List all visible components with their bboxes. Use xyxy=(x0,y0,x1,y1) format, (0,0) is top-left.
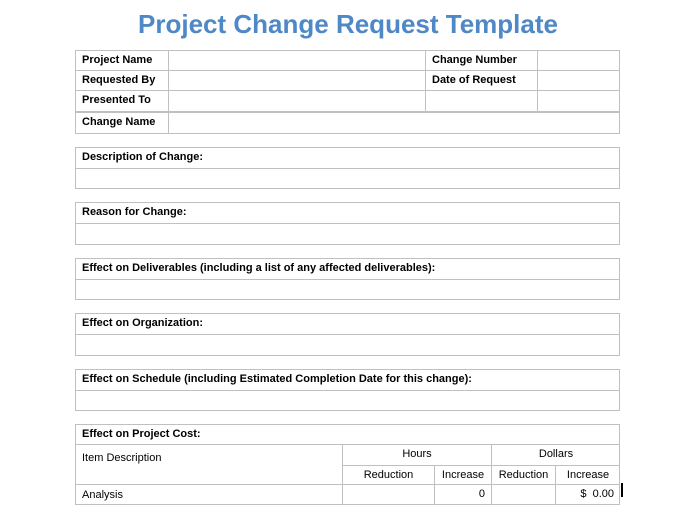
reason-section: Reason for Change: xyxy=(75,202,620,245)
cost-row-dollars-increase[interactable]: $ 0.00 xyxy=(580,488,614,500)
cost-row-hours-reduction[interactable] xyxy=(343,485,435,504)
description-field[interactable] xyxy=(76,169,619,188)
schedule-section: Effect on Schedule (including Estimated … xyxy=(75,369,620,411)
cost-row-dollars-reduction[interactable] xyxy=(492,485,556,504)
cost-heading: Effect on Project Cost: xyxy=(76,425,620,445)
change-name-label: Change Name xyxy=(76,113,169,133)
dollars-reduction-header: Reduction xyxy=(492,466,556,485)
dollars-increase-header: Increase xyxy=(556,466,620,485)
deliverables-section: Effect on Deliverables (including a list… xyxy=(75,258,620,300)
requested-by-field[interactable] xyxy=(169,71,426,91)
section-heading: Effect on Organization: xyxy=(76,314,619,335)
description-section: Description of Change: xyxy=(75,147,620,189)
date-of-request-field[interactable] xyxy=(538,71,620,91)
section-heading: Effect on Deliverables (including a list… xyxy=(76,259,619,280)
cost-row-hours-increase[interactable]: 0 xyxy=(435,485,492,504)
blank-cell[interactable] xyxy=(426,91,538,113)
page-title: Project Change Request Template xyxy=(138,9,558,39)
text-cursor xyxy=(621,483,623,497)
cost-table: Effect on Project Cost: Item Description… xyxy=(75,424,620,505)
change-number-label: Change Number xyxy=(426,51,538,71)
presented-to-label: Presented To xyxy=(76,91,169,113)
hours-reduction-header: Reduction xyxy=(343,466,435,485)
project-name-label: Project Name xyxy=(76,51,169,71)
section-heading: Reason for Change: xyxy=(76,203,619,224)
schedule-field[interactable] xyxy=(76,391,619,410)
cost-row-item[interactable]: Analysis xyxy=(76,485,343,504)
change-name-field[interactable] xyxy=(169,113,620,133)
organization-field[interactable] xyxy=(76,335,619,354)
hours-header: Hours xyxy=(343,445,492,466)
item-description-header: Item Description xyxy=(76,445,343,485)
presented-to-field[interactable] xyxy=(169,91,426,113)
section-heading: Effect on Schedule (including Estimated … xyxy=(76,370,619,391)
reason-field[interactable] xyxy=(76,224,619,243)
date-of-request-label: Date of Request xyxy=(426,71,538,91)
project-name-field[interactable] xyxy=(169,51,426,71)
change-number-field[interactable] xyxy=(538,51,620,71)
organization-section: Effect on Organization: xyxy=(75,313,620,356)
section-heading: Description of Change: xyxy=(76,148,619,169)
project-info-table: Project Name Change Number Requested By … xyxy=(75,50,620,134)
requested-by-label: Requested By xyxy=(76,71,169,91)
deliverables-field[interactable] xyxy=(76,280,619,299)
hours-increase-header: Increase xyxy=(435,466,492,485)
blank-cell[interactable] xyxy=(538,91,620,113)
dollars-header: Dollars xyxy=(492,445,620,466)
